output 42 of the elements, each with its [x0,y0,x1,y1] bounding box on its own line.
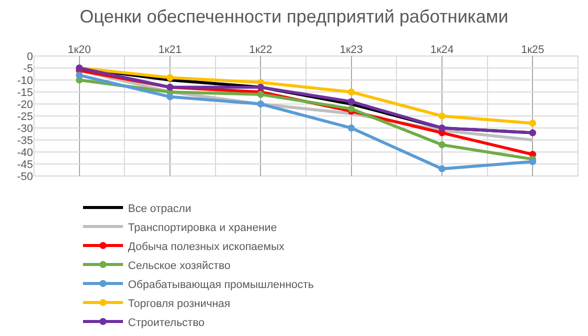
point [166,93,174,100]
point [438,165,446,172]
y-tick-label: -10 [17,74,33,87]
x-tick-label: 1к22 [249,44,272,56]
y-tick-label: -25 [17,110,33,123]
point [348,88,355,96]
point [257,100,264,108]
point [166,74,174,82]
point [257,90,264,98]
legend-label: Обрабатывающая промышленность [128,278,314,291]
legend-label: Торговля розничная [128,298,230,310]
x-tick-label: 1к23 [340,44,363,56]
point [438,124,446,132]
legend-label: Транспортировка и хранение [128,222,277,234]
x-tick-label: 1к20 [68,44,91,56]
y-tick-label: -5 [23,62,33,75]
point [257,84,264,91]
point [348,98,355,106]
y-tick-label: -50 [17,170,33,183]
point [529,158,536,166]
point [529,129,536,136]
legend-label: Все отрасли [128,202,192,215]
y-tick-label: -45 [17,158,33,171]
y-tick-label: -30 [17,122,33,135]
point [76,72,83,79]
legend-label: Строительство [128,316,205,329]
y-tick-label: 0 [26,50,33,63]
point [348,124,355,132]
point [438,112,446,120]
point [529,120,536,127]
legend-label: Добыча полезных ископаемых [128,240,285,253]
point [348,105,355,112]
y-tick-label: -40 [17,146,33,159]
x-tick-label: 1к21 [158,44,182,56]
point [438,141,446,148]
y-tick-label: -15 [17,86,33,99]
chart-title: Оценки обеспеченности предприятий работниками [80,6,508,27]
y-tick-label: -35 [17,134,33,147]
y-tick-label: -20 [17,98,33,111]
x-tick-label: 1к25 [521,44,544,56]
legend-label: Сельское хозяйство [128,260,230,272]
x-tick-label: 1к24 [430,44,454,56]
